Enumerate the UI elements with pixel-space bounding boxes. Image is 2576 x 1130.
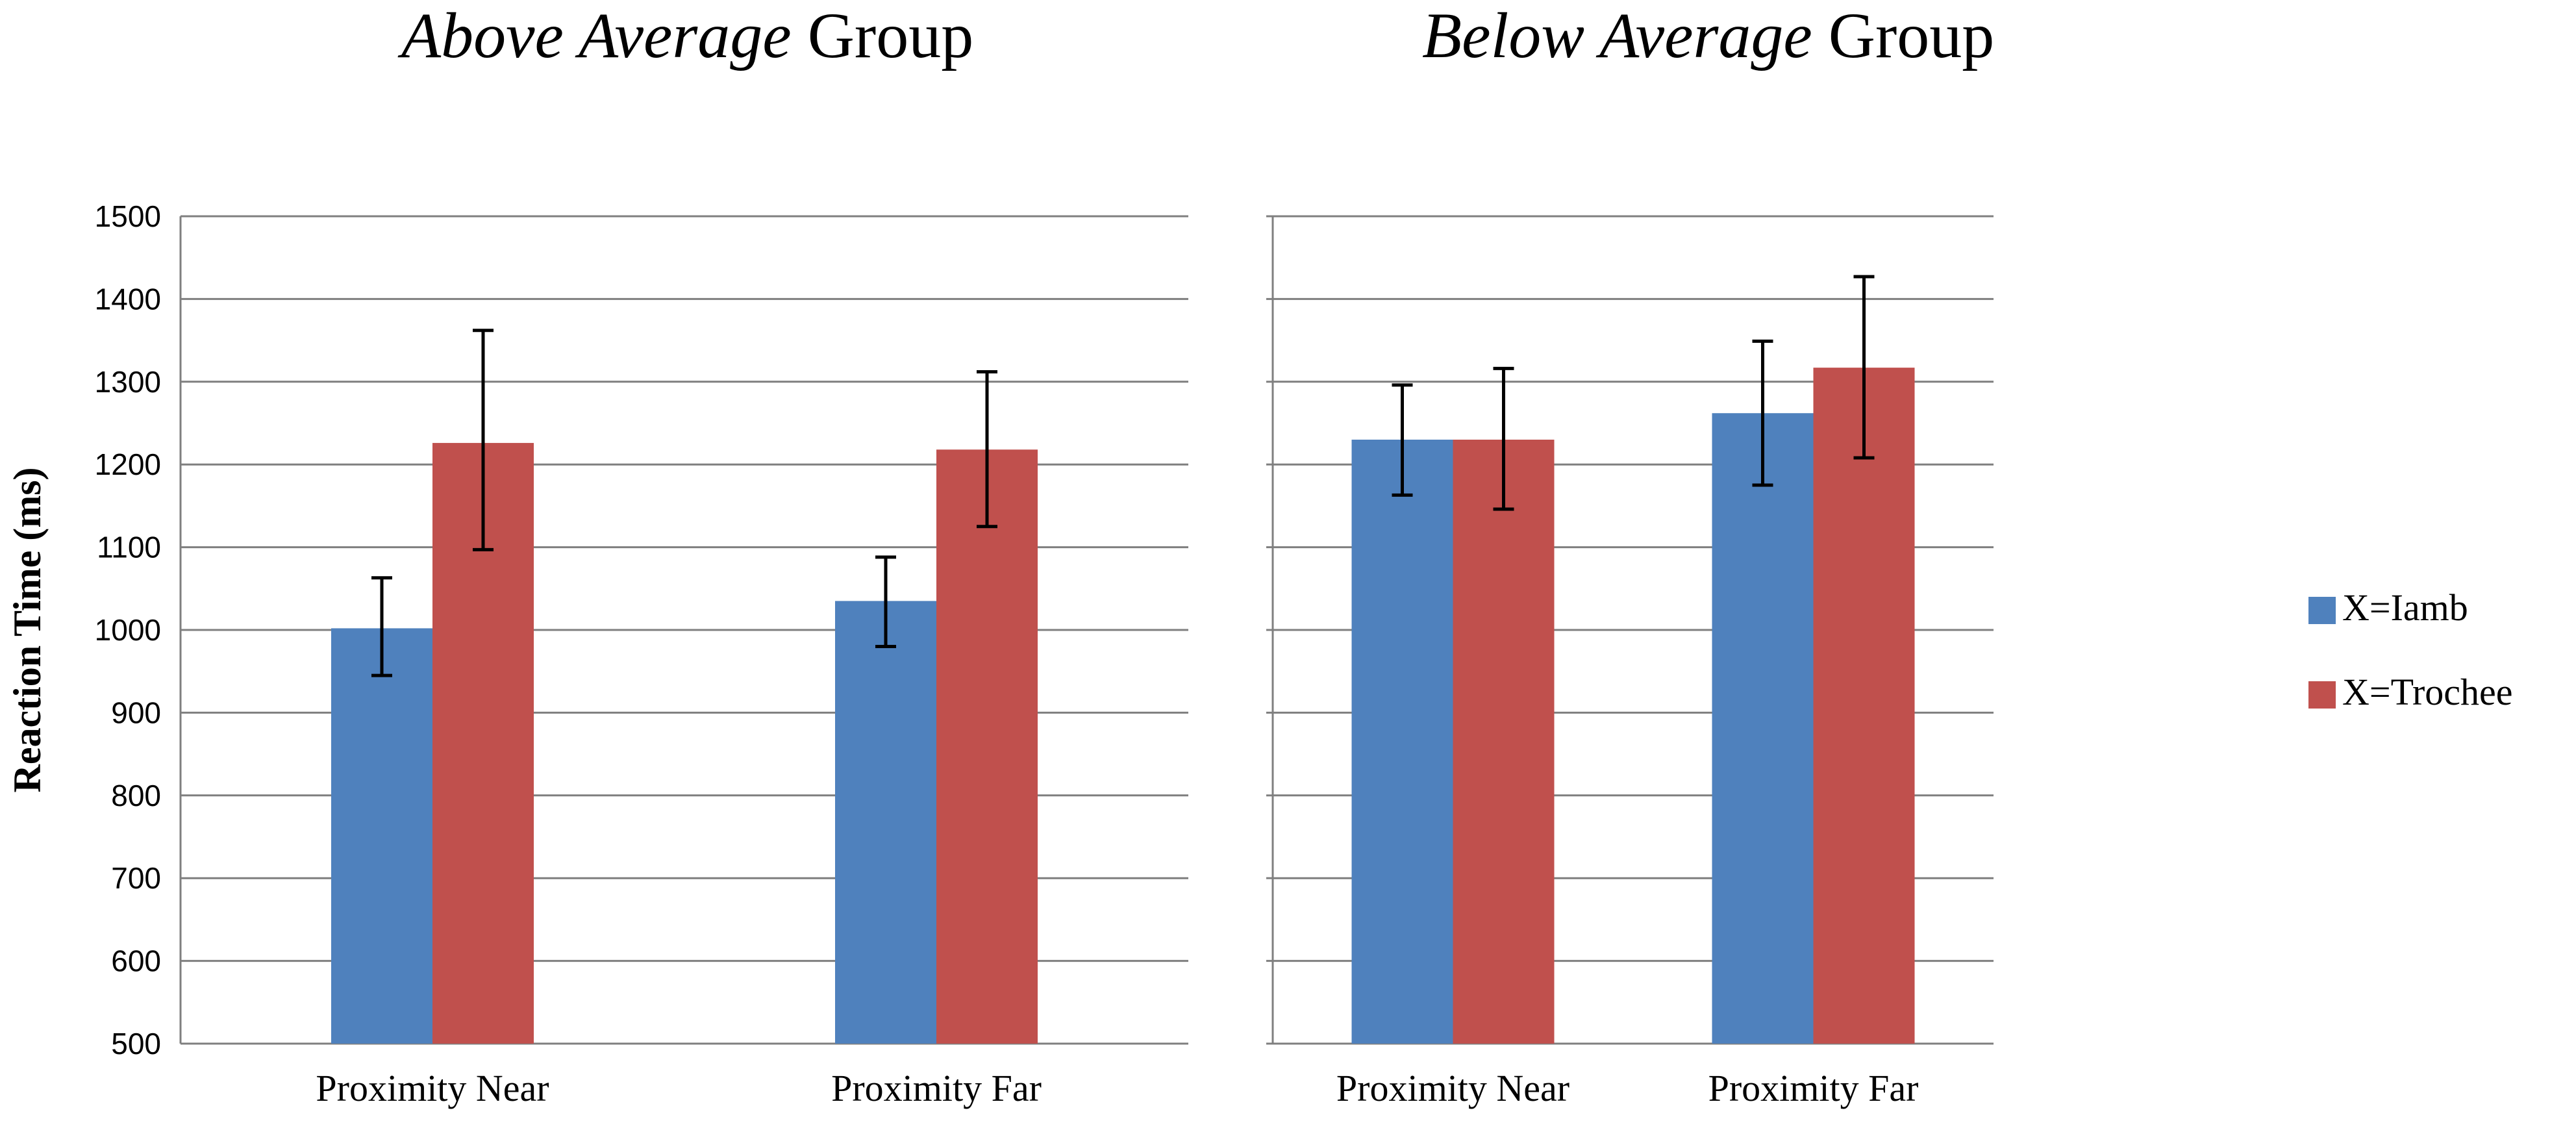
y-axis-title: Reaction Time (ms) (6, 467, 49, 792)
bar-x-iamb-proximity-far (835, 601, 936, 1044)
bar-x-iamb-proximity-near (331, 628, 432, 1044)
panel-title-plain: Group (1812, 0, 1995, 71)
panel-title-plain: Group (792, 0, 974, 71)
bar-x-trochee-proximity-far (936, 449, 1038, 1044)
x-category-label: Proximity Near (1336, 1067, 1569, 1109)
panel-title-above: Above Average Group (397, 0, 973, 71)
y-tick-label: 1000 (95, 613, 161, 647)
x-category-label: Proximity Far (1708, 1067, 1919, 1109)
panel-title-italic: Above Average (397, 0, 792, 71)
legend-label-x-trochee: X=Trochee (2342, 671, 2513, 713)
y-tick-label: 500 (111, 1027, 161, 1061)
y-tick-label: 700 (111, 861, 161, 895)
legend-label-x-iamb: X=Iamb (2342, 586, 2468, 629)
bar-x-trochee-proximity-near (1453, 439, 1555, 1044)
x-category-label: Proximity Near (316, 1067, 549, 1109)
legend-swatch-x-iamb (2308, 597, 2336, 624)
y-tick-label: 600 (111, 944, 161, 978)
y-tick-label: 1500 (95, 199, 161, 233)
y-tick-label: 800 (111, 779, 161, 812)
panel-title-below: Below Average Group (1422, 0, 1994, 71)
bar-x-iamb-proximity-near (1351, 439, 1453, 1044)
y-tick-label: 1300 (95, 365, 161, 399)
panel-title-italic: Below Average (1422, 0, 1812, 71)
y-tick-label: 1100 (97, 531, 161, 564)
legend-swatch-x-trochee (2308, 681, 2336, 709)
bar-x-trochee-proximity-far (1813, 368, 1915, 1044)
y-tick-label: 1200 (95, 447, 161, 481)
y-tick-label: 1400 (95, 282, 161, 316)
y-tick-label: 900 (111, 696, 161, 729)
bar-x-iamb-proximity-far (1712, 413, 1814, 1044)
x-category-label: Proximity Far (831, 1067, 1042, 1109)
